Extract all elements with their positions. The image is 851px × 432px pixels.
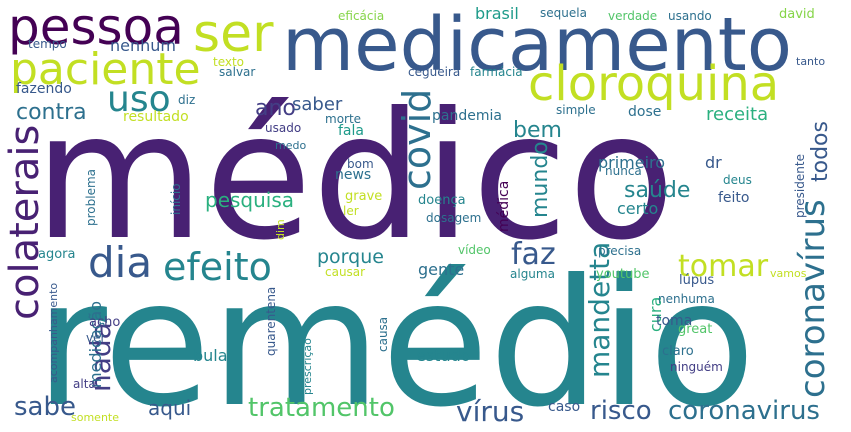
word-27: porque	[317, 246, 384, 268]
word-87: lúpus	[679, 273, 715, 288]
word-86: vamos	[770, 267, 807, 280]
word-10: dia	[88, 238, 153, 287]
word-89: nenhuma	[658, 292, 715, 306]
word-26: saber	[292, 94, 343, 115]
word-57: tempo	[28, 37, 67, 51]
word-79: dim	[274, 219, 287, 240]
word-76: feito	[718, 190, 750, 206]
word-78: início	[169, 183, 183, 215]
word-13: coronavírus	[793, 199, 833, 398]
word-7: cloroquina	[528, 56, 780, 112]
word-31: pesquisa	[205, 188, 295, 212]
word-85: youtube	[596, 267, 650, 282]
word-68: medo	[275, 139, 307, 152]
word-18: vírus	[456, 395, 525, 428]
word-22: faz	[511, 237, 556, 272]
word-45: brasil	[475, 4, 519, 23]
word-80: vídeo	[458, 243, 491, 257]
word-60: cegueira	[408, 65, 461, 79]
word-24: ano	[255, 96, 296, 121]
word-66: simple	[556, 103, 596, 117]
word-44: nenhum	[110, 36, 176, 55]
word-90: acho	[89, 315, 121, 330]
word-51: presidente	[793, 154, 807, 218]
word-63: diz	[178, 93, 196, 107]
word-30: todos	[808, 121, 833, 182]
word-58: texto	[213, 55, 245, 69]
word-69: bom	[347, 157, 374, 171]
word-75: dosagem	[426, 211, 482, 225]
word-88: acompanhamento	[47, 282, 60, 383]
word-71: deus	[723, 173, 752, 187]
word-17: tratamento	[248, 393, 395, 423]
word-49: news	[335, 167, 372, 183]
word-91: quarentena	[264, 286, 278, 356]
word-95: ver	[86, 331, 106, 345]
word-82: agora	[38, 247, 76, 262]
word-72: grave	[345, 189, 383, 204]
word-21: mandetta	[583, 241, 616, 378]
word-12: covid	[395, 88, 439, 190]
word-38: primeiro	[598, 153, 666, 172]
word-16: sabe	[14, 392, 76, 422]
word-84: alguma	[510, 267, 555, 281]
word-77: problema	[84, 168, 98, 226]
word-98: alta	[73, 377, 96, 391]
word-33: aqui	[148, 396, 192, 420]
word-65: morte	[325, 112, 362, 126]
word-59: salvar	[219, 65, 256, 79]
word-83: causar	[325, 265, 366, 279]
word-41: toma	[656, 313, 693, 329]
word-46: fazendo	[16, 81, 72, 97]
word-70: nunca	[605, 164, 642, 178]
word-2: remédio	[35, 243, 756, 432]
word-32: receita	[706, 104, 769, 125]
word-67: dose	[628, 104, 662, 120]
word-28: mundo	[528, 141, 553, 218]
word-20: coronavirus	[668, 396, 820, 426]
word-42: bula	[193, 346, 228, 365]
word-74: doença	[418, 193, 466, 208]
word-53: sequela	[540, 6, 587, 20]
word-62: tanto	[796, 55, 826, 68]
word-14: tomar	[678, 249, 769, 284]
word-9: efeito	[163, 245, 272, 289]
word-48: pandemia	[432, 108, 502, 124]
word-94: great	[678, 322, 713, 337]
word-99: somente	[71, 411, 119, 424]
word-61: farmácia	[470, 65, 523, 79]
word-92: prescrição	[301, 338, 314, 395]
word-35: gente	[418, 260, 465, 279]
word-11: uso	[107, 79, 171, 120]
word-19: risco	[590, 396, 652, 426]
word-3: medicamento	[282, 2, 792, 88]
word-55: usando	[668, 9, 712, 23]
word-97: ninguém	[670, 360, 723, 374]
word-47: resultado	[123, 109, 189, 125]
word-73: ler	[343, 204, 359, 218]
word-64: usado	[265, 121, 302, 135]
word-50: médica	[496, 180, 512, 232]
word-36: estudo	[416, 346, 471, 365]
word-29: saúde	[624, 178, 691, 203]
word-54: verdade	[608, 9, 658, 23]
word-96: claro	[662, 344, 694, 359]
word-1: médico	[34, 76, 676, 279]
word-8: colaterais	[2, 124, 48, 320]
word-5: ser	[193, 4, 274, 64]
word-93: causa	[376, 316, 390, 352]
word-56: david	[779, 7, 815, 22]
word-40: dr	[705, 153, 722, 172]
word-52: eficácia	[338, 9, 385, 23]
word-6: paciente	[10, 44, 201, 95]
word-43: fala	[338, 123, 364, 139]
word-23: bem	[513, 118, 562, 143]
word-100: caso	[548, 399, 581, 415]
word-39: certo	[617, 199, 659, 218]
word-81: precisa	[598, 244, 642, 258]
word-25: contra	[16, 100, 87, 125]
word-4: pessoa	[8, 0, 184, 56]
